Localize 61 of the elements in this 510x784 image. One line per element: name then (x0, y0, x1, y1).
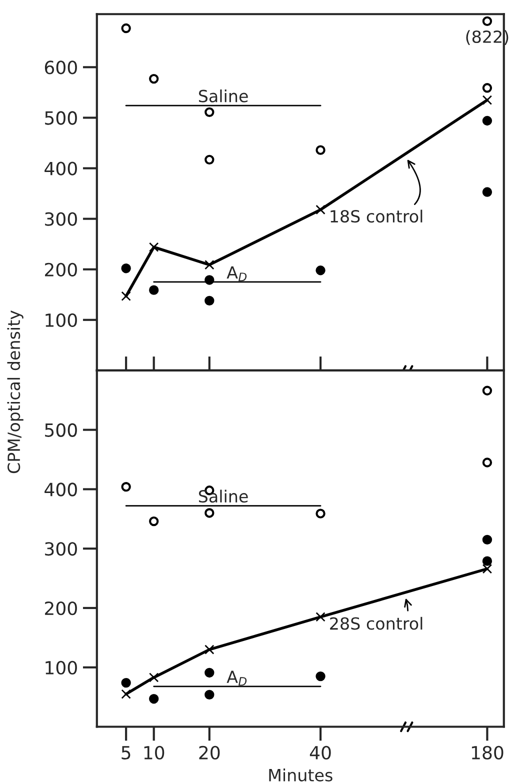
point (148, 242, 159, 252)
point (149, 694, 159, 704)
y-tick-label: 300 (45, 212, 77, 226)
point (204, 296, 214, 306)
point (316, 266, 326, 276)
point (204, 668, 214, 678)
point (482, 386, 492, 396)
point (482, 83, 492, 93)
x-tick-label: 180 (472, 746, 504, 760)
point (204, 154, 214, 165)
point (204, 644, 214, 654)
x-tick-label: 10 (144, 746, 164, 760)
point (148, 672, 159, 682)
point (121, 263, 131, 274)
point (121, 678, 131, 688)
y-tick-label: 500 (45, 423, 77, 437)
point (316, 145, 326, 155)
x-tick-label: 40 (310, 746, 331, 760)
point (149, 74, 159, 84)
series-label: 18S control (330, 210, 422, 223)
point (149, 285, 159, 295)
point (121, 689, 131, 699)
point (482, 187, 492, 197)
point (204, 275, 214, 285)
point (204, 508, 214, 518)
y-axis-title: CPM/optical density (7, 310, 24, 474)
y-tick-label: 600 (44, 60, 77, 74)
point (204, 690, 214, 700)
point (316, 671, 326, 682)
point (316, 612, 326, 622)
point (482, 564, 492, 574)
y-tick-label: 400 (44, 162, 77, 176)
point (482, 458, 492, 468)
x-axis-title: Minutes (269, 768, 332, 782)
y-tick-label: 300 (45, 542, 77, 556)
point (204, 260, 214, 270)
series-label: Saline (198, 89, 248, 102)
y-tick-label: 100 (46, 660, 77, 674)
y-tick-label: 200 (45, 601, 77, 616)
point (482, 556, 492, 566)
point (121, 291, 131, 302)
point (482, 534, 492, 545)
y-tick-label: 200 (45, 262, 77, 276)
point (149, 516, 159, 526)
point (316, 204, 326, 215)
y-tick-label: 100 (46, 313, 77, 328)
x-tick-label: 20 (199, 746, 220, 760)
point (482, 95, 492, 105)
point (482, 16, 492, 26)
series-label: A$_{D}$ (226, 670, 247, 686)
point (316, 508, 326, 518)
point (204, 107, 214, 118)
y-tick-label: 500 (45, 111, 77, 125)
legend-label: 28S control (330, 616, 422, 630)
x-tick-label: 5 (122, 746, 130, 760)
series-label: A$_{D}$ (226, 266, 247, 282)
series-label: Saline (198, 490, 248, 503)
point (482, 116, 492, 126)
point (121, 23, 131, 34)
y-tick-label: 400 (44, 482, 77, 496)
point (121, 482, 131, 492)
